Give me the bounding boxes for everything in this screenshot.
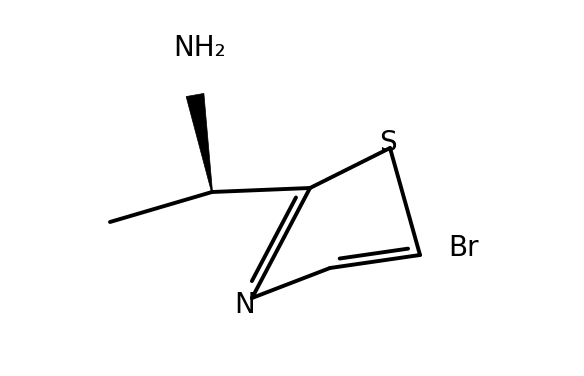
Text: S: S (379, 129, 397, 157)
Text: N: N (235, 291, 255, 319)
Polygon shape (186, 94, 213, 192)
Text: Br: Br (448, 234, 479, 262)
Text: NH₂: NH₂ (173, 34, 227, 62)
